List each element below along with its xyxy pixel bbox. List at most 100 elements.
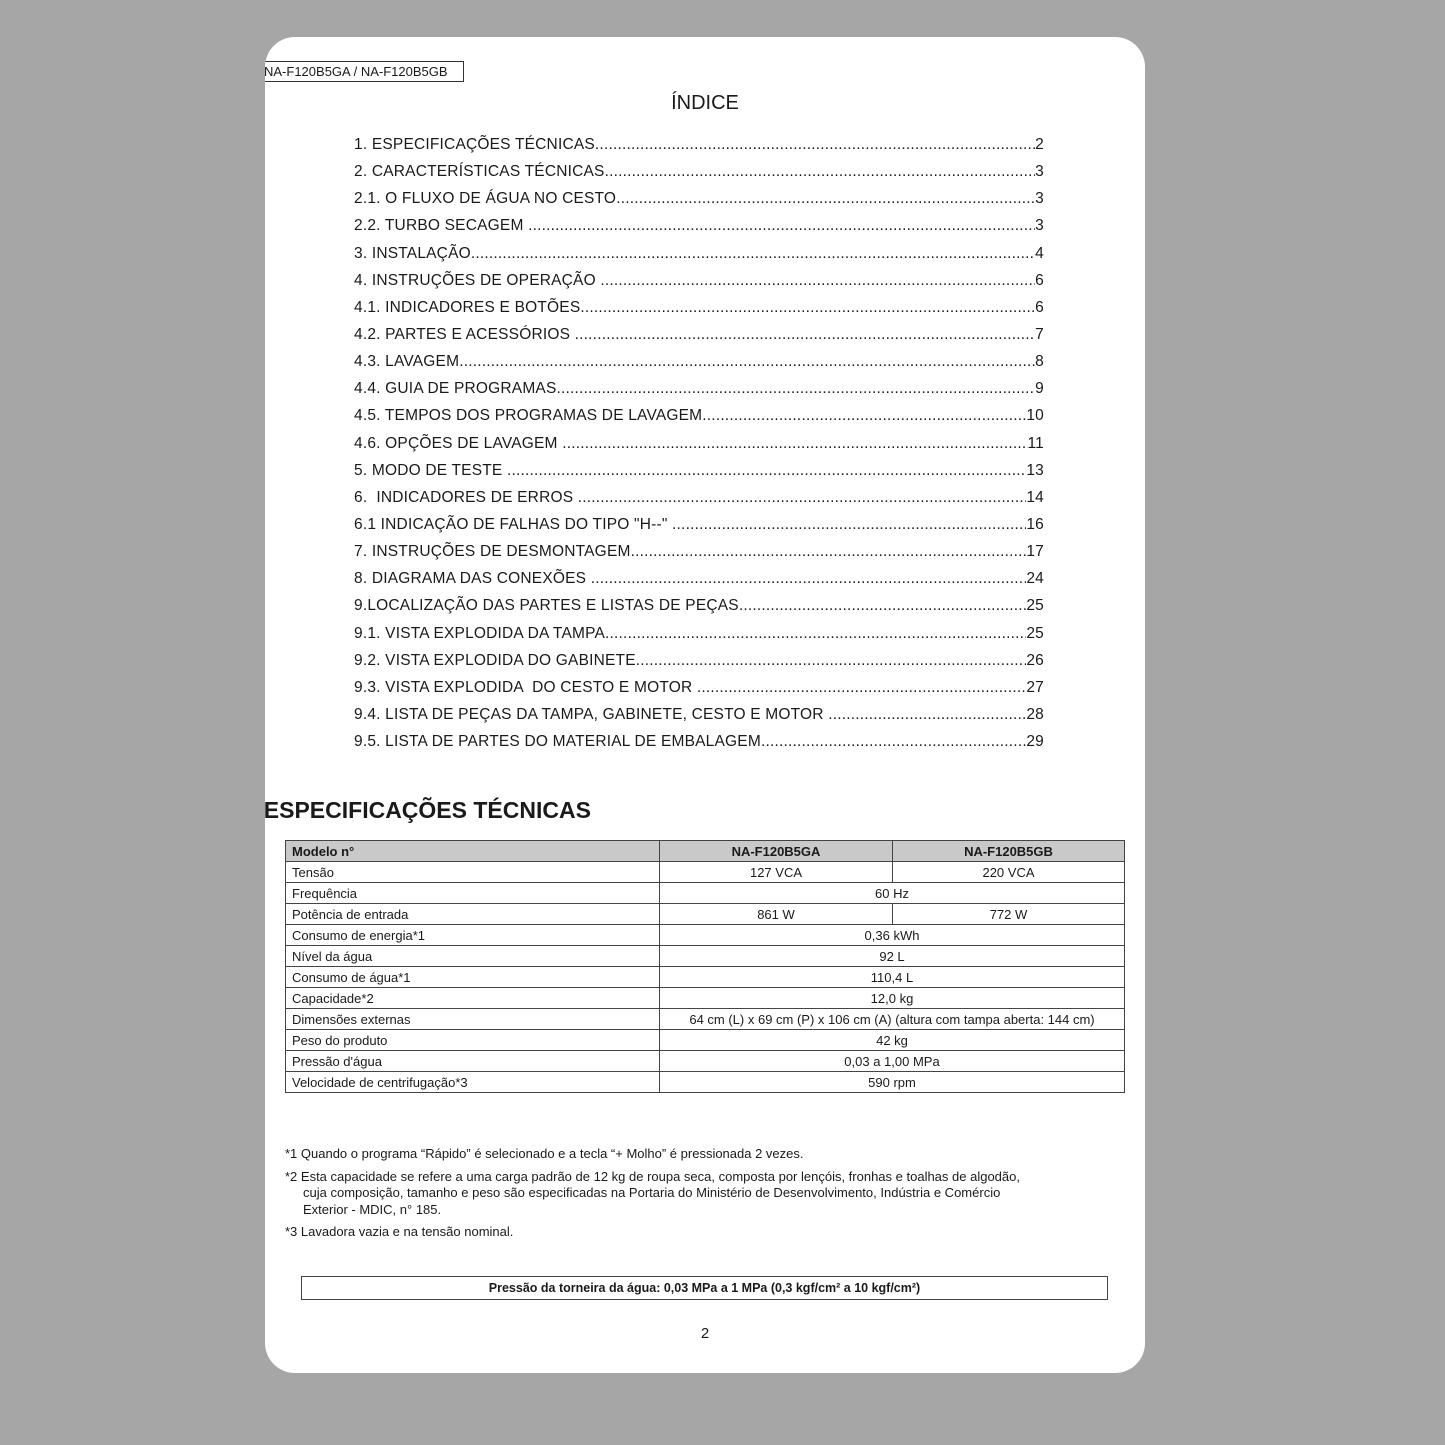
toc-entry-label: 4. INSTRUÇÕES DE OPERAÇÃO xyxy=(354,271,601,289)
toc-entry[interactable]: 9.3. VISTA EXPLODIDA DO CESTO E MOTOR 27 xyxy=(354,677,1044,704)
toc-entry-page: 3 xyxy=(1035,217,1044,235)
toc-entry-label: 9.LOCALIZAÇÃO DAS PARTES E LISTAS DE PEÇ… xyxy=(354,597,739,615)
toc-entry[interactable]: 2.1. O FLUXO DE ÁGUA NO CESTO 3 xyxy=(354,188,1044,215)
dot-leader xyxy=(591,568,1027,595)
dot-leader xyxy=(562,433,1027,460)
page-number: 2 xyxy=(700,1325,710,1342)
cell: 64 cm (L) x 69 cm (P) x 106 cm (A) (altu… xyxy=(659,1008,1125,1030)
toc-entry[interactable]: 4.3. LAVAGEM 8 xyxy=(354,351,1044,378)
row-label: Potência de entrada xyxy=(285,903,660,925)
toc-entry-page: 16 xyxy=(1026,515,1044,533)
dot-leader xyxy=(702,405,1026,432)
header-cell: NA-F120B5GB xyxy=(892,840,1125,862)
footnote-3: *3 Lavadora vazia e na tensão nominal. xyxy=(285,1224,514,1239)
toc-entry-label: 9.3. VISTA EXPLODIDA DO CESTO E MOTOR xyxy=(354,678,697,696)
toc-entry-page: 13 xyxy=(1026,461,1044,479)
toc-entry[interactable]: 9.1. VISTA EXPLODIDA DA TAMPA 25 xyxy=(354,623,1044,650)
toc-entry[interactable]: 9.5. LISTA DE PARTES DO MATERIAL DE EMBA… xyxy=(354,731,1044,758)
toc-entry-label: 5. MODO DE TESTE xyxy=(354,461,507,479)
row-label: Tensão xyxy=(285,861,660,883)
toc-entry-label: 4.6. OPÇÕES DE LAVAGEM xyxy=(354,434,563,452)
table-row: Tensão 127 VCA 220 VCA xyxy=(285,861,1125,883)
toc-entry-page: 9 xyxy=(1035,380,1044,398)
cell: 0,03 a 1,00 MPa xyxy=(659,1050,1125,1072)
table-row: Velocidade de centrifugação*3 590 rpm xyxy=(285,1071,1125,1093)
dot-leader xyxy=(580,297,1035,324)
toc-entry-page: 28 xyxy=(1026,705,1044,723)
dot-leader xyxy=(636,650,1027,677)
header-cell: NA-F120B5GA xyxy=(659,840,893,862)
row-label: Consumo de água*1 xyxy=(285,966,660,988)
table-header-row: Modelo n° NA-F120B5GA NA-F120B5GB xyxy=(285,840,1125,862)
footnote-2-line: *2 Esta capacidade se refere a uma carga… xyxy=(285,1168,1020,1184)
dot-leader xyxy=(761,731,1026,758)
toc-entry-page: 17 xyxy=(1026,543,1044,561)
toc-entry-page: 3 xyxy=(1035,163,1044,181)
toc-entry-page: 27 xyxy=(1026,678,1044,696)
toc-entry-page: 29 xyxy=(1026,733,1044,751)
toc-entry-page: 25 xyxy=(1026,624,1044,642)
document-page: NA-F120B5GA / NA-F120B5GB ÍNDICE 1. ESPE… xyxy=(265,37,1145,1373)
dot-leader xyxy=(528,215,1035,242)
toc-entry[interactable]: 5. MODO DE TESTE 13 xyxy=(354,460,1044,487)
toc-entry-label: 4.3. LAVAGEM xyxy=(354,353,460,371)
toc-entry[interactable]: 6. INDICADORES DE ERROS 14 xyxy=(354,487,1044,514)
table-row: Frequência 60 Hz xyxy=(285,882,1125,904)
toc-entry[interactable]: 4.4. GUIA DE PROGRAMAS 9 xyxy=(354,378,1044,405)
toc-entry-label: 4.4. GUIA DE PROGRAMAS xyxy=(354,380,557,398)
row-label: Consumo de energia*1 xyxy=(285,924,660,946)
toc-title: ÍNDICE xyxy=(671,92,739,114)
row-label: Capacidade*2 xyxy=(285,987,660,1009)
toc-entry[interactable]: 2.2. TURBO SECAGEM 3 xyxy=(354,215,1044,242)
dot-leader xyxy=(697,677,1026,704)
toc-entry-page: 8 xyxy=(1035,353,1044,371)
toc-entry-page: 6 xyxy=(1035,271,1044,289)
dot-leader xyxy=(631,541,1027,568)
toc-entry-label: 6.1 INDICAÇÃO DE FALHAS DO TIPO "H--" xyxy=(354,515,673,533)
row-label: Dimensões externas xyxy=(285,1008,660,1030)
toc-entry-page: 25 xyxy=(1026,597,1044,615)
toc-entry-label: 2.2. TURBO SECAGEM xyxy=(354,217,529,235)
toc-entry-label: 7. INSTRUÇÕES DE DESMONTAGEM xyxy=(354,543,631,561)
cell: 0,36 kWh xyxy=(659,924,1125,946)
toc-entry[interactable]: 4.2. PARTES E ACESSÓRIOS 7 xyxy=(354,324,1044,351)
dot-leader xyxy=(605,623,1026,650)
toc-entry-page: 4 xyxy=(1035,244,1044,262)
cell: 12,0 kg xyxy=(659,987,1125,1009)
row-label: Nível da água xyxy=(285,945,660,967)
dot-leader xyxy=(600,270,1035,297)
section-title: . ESPECIFICAÇÕES TÉCNICAS xyxy=(265,797,591,823)
toc-entry-page: 11 xyxy=(1027,434,1044,452)
dot-leader xyxy=(578,487,1027,514)
toc-entry[interactable]: 8. DIAGRAMA DAS CONEXÕES 24 xyxy=(354,568,1044,595)
toc-entry[interactable]: 2. CARACTERÍSTICAS TÉCNICAS 3 xyxy=(354,161,1044,188)
toc-entry[interactable]: 4.6. OPÇÕES DE LAVAGEM 11 xyxy=(354,433,1044,460)
toc-entry-label: 9.4. LISTA DE PEÇAS DA TAMPA, GABINETE, … xyxy=(354,705,829,723)
cell: 861 W xyxy=(659,903,893,925)
toc-entry[interactable]: 6.1 INDICAÇÃO DE FALHAS DO TIPO "H--" 16 xyxy=(354,514,1044,541)
toc-entry[interactable]: 7. INSTRUÇÕES DE DESMONTAGEM 17 xyxy=(354,541,1044,568)
toc-entry[interactable]: 9.LOCALIZAÇÃO DAS PARTES E LISTAS DE PEÇ… xyxy=(354,595,1044,622)
toc-entry-label: 4.1. INDICADORES E BOTÕES xyxy=(354,298,581,316)
toc-entry-page: 6 xyxy=(1035,298,1044,316)
toc-entry[interactable]: 4. INSTRUÇÕES DE OPERAÇÃO 6 xyxy=(354,270,1044,297)
dot-leader xyxy=(605,161,1036,188)
dot-leader xyxy=(828,704,1026,731)
toc-entry-label: 4.2. PARTES E ACESSÓRIOS xyxy=(354,325,575,343)
dot-leader xyxy=(459,351,1035,378)
toc-entry[interactable]: 4.5. TEMPOS DOS PROGRAMAS DE LAVAGEM 10 xyxy=(354,405,1044,432)
toc-entry[interactable]: 3. INSTALAÇÃO 4 xyxy=(354,243,1044,270)
toc-entry[interactable]: 9.4. LISTA DE PEÇAS DA TAMPA, GABINETE, … xyxy=(354,704,1044,731)
toc-entry[interactable]: 4.1. INDICADORES E BOTÕES 6 xyxy=(354,297,1044,324)
dot-leader xyxy=(672,514,1026,541)
table-row: Pressão d'água 0,03 a 1,00 MPa xyxy=(285,1050,1125,1072)
table-row: Capacidade*2 12,0 kg xyxy=(285,987,1125,1009)
row-label: Velocidade de centrifugação*3 xyxy=(285,1071,660,1093)
toc-entry[interactable]: 1. ESPECIFICAÇÕES TÉCNICAS 2 xyxy=(354,134,1044,161)
toc-entry[interactable]: 9.2. VISTA EXPLODIDA DO GABINETE 26 xyxy=(354,650,1044,677)
dot-leader xyxy=(616,188,1035,215)
row-label: Peso do produto xyxy=(285,1029,660,1051)
toc-entry-page: 26 xyxy=(1026,651,1044,669)
toc-entry-label: 2.1. O FLUXO DE ÁGUA NO CESTO xyxy=(354,190,617,208)
toc-entry-page: 24 xyxy=(1026,570,1044,588)
